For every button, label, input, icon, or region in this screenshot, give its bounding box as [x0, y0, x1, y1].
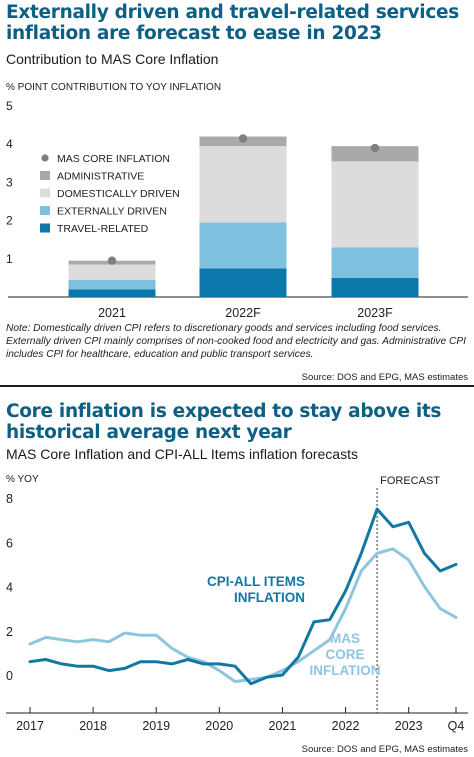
y-tick-label: 5 — [6, 99, 13, 113]
mas-core-label: MAS — [330, 631, 360, 646]
chart1-source: Source: DOS and EPG, MAS estimates — [301, 372, 468, 383]
legend-label: EXTERNALLY DRIVEN — [57, 206, 167, 218]
chart2-title: Core inflation is expected to stay above… — [6, 401, 442, 443]
core-inflation-marker — [238, 134, 248, 143]
chart1-title: Externally driven and travel-related ser… — [6, 2, 459, 44]
bar-segment-travel-related — [68, 289, 156, 297]
x-tick-label: 2020 — [205, 719, 233, 733]
x-category-label: 2021 — [98, 306, 126, 320]
legend-label: DOMESTICALLY DRIVEN — [57, 188, 180, 200]
forecast-label: FORECAST — [380, 475, 440, 487]
legend-swatch — [40, 188, 50, 198]
x-tick-label: 2019 — [142, 719, 170, 733]
bar-segment-externally-driven — [68, 279, 156, 290]
mas-core-line — [28, 547, 458, 684]
chart2-source: Source: DOS and EPG, MAS estimates — [301, 744, 468, 755]
bar-segment-externally-driven — [199, 222, 287, 269]
x-tick-label: Q4 — [448, 719, 465, 733]
y-tick-label: 2 — [6, 214, 13, 228]
x-tick-label: 2022 — [332, 719, 360, 733]
bar-segment-administrative — [331, 146, 419, 162]
bar-segment-travel-related — [331, 277, 419, 297]
legend-swatch — [40, 223, 50, 233]
x-category-label: 2023F — [357, 306, 393, 320]
cpi-all-label: CPI-ALL ITEMS — [207, 574, 305, 589]
legend-swatch — [40, 206, 50, 215]
core-inflation-marker — [107, 256, 117, 265]
y-tick-label: 0 — [6, 669, 13, 683]
bar-segment-travel-related — [199, 268, 287, 297]
core-inflation-marker — [370, 143, 380, 153]
panel-inflation-forecast: Core inflation is expected to stay above… — [0, 388, 474, 757]
legend-swatch — [40, 171, 50, 180]
y-tick-label: 6 — [6, 536, 13, 550]
chart2-ylabel: % YOY — [6, 474, 39, 485]
x-tick-label: 2017 — [16, 719, 44, 733]
stacked-bar-chart: 1 2 3 4 5 2021 2022F 2023F MAS CORE INFLATION ADM… — [6, 99, 468, 320]
chart1-ylabel: % POINT CONTRIBUTION TO YOY INFLATION — [6, 82, 222, 93]
line-chart: 0 2 4 6 8 2017 2018 2019 2020 2021 2022 2023 Q4 FOREC… — [6, 475, 468, 733]
x-tick-label: 2021 — [269, 719, 297, 733]
y-tick-label: 3 — [6, 175, 13, 189]
bar-segment-externally-driven — [331, 247, 419, 278]
chart1-subtitle: Contribution to MAS Core Inflation — [6, 51, 219, 67]
mas-core-label: CORE — [325, 647, 364, 662]
bar-segment-domestically-driven — [331, 161, 419, 248]
x-tick-label: 2018 — [79, 719, 107, 733]
chart2-subtitle: MAS Core Inflation and CPI-ALL Items inf… — [6, 446, 358, 462]
bar-segment-domestically-driven — [68, 264, 156, 280]
panel-contribution-chart: Externally driven and travel-related ser… — [6, 2, 468, 383]
legend-label: TRAVEL-RELATED — [57, 223, 149, 235]
y-tick-label: 4 — [6, 581, 13, 595]
legend-label: ADMINISTRATIVE — [57, 171, 144, 183]
mas-core-label: INFLATION — [310, 663, 381, 678]
legend-marker-core — [41, 154, 49, 162]
cpi-all-items-line — [28, 507, 458, 686]
y-tick-label: 4 — [6, 137, 13, 151]
y-tick-label: 1 — [6, 252, 13, 266]
chart1-note: Note: Domestically driven CPI refers to … — [6, 323, 466, 360]
x-tick-label: 2023 — [395, 719, 423, 733]
y-tick-label: 8 — [6, 492, 13, 506]
legend-label: MAS CORE INFLATION — [57, 153, 170, 165]
y-tick-label: 2 — [6, 625, 13, 639]
panel-divider — [0, 385, 474, 387]
bar-segment-domestically-driven — [199, 146, 287, 223]
cpi-all-label: INFLATION — [234, 590, 305, 605]
x-category-label: 2022F — [225, 306, 261, 320]
